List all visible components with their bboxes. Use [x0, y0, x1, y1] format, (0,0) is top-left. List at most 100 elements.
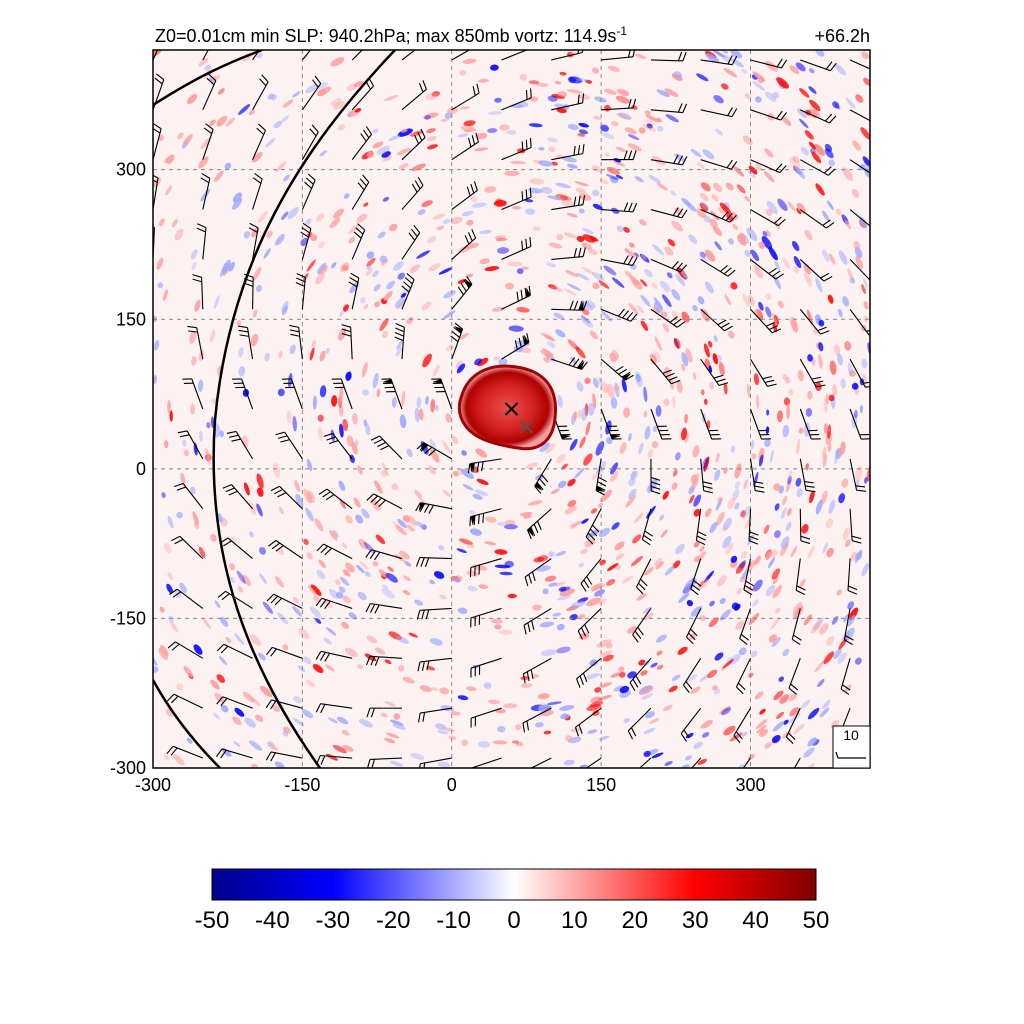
vorticity-patch — [397, 518, 407, 529]
wind-barb — [301, 50, 312, 61]
vorticity-patch — [617, 89, 630, 97]
vorticity-patch — [511, 740, 520, 744]
wind-barb — [252, 50, 260, 61]
colorbar-tick-label: 50 — [803, 907, 830, 934]
vorticity-patch — [305, 679, 316, 688]
vorticity-patch — [342, 595, 351, 604]
vorticity-patch — [793, 605, 804, 619]
wind-barb — [301, 75, 322, 111]
vorticity-patch — [697, 758, 707, 765]
vorticity-patch — [578, 129, 589, 135]
vorticity-patch — [716, 354, 722, 363]
vorticity-patch — [844, 627, 855, 642]
wind-barb — [551, 144, 585, 161]
vorticity-patch — [352, 413, 358, 425]
vorticity-patch — [402, 515, 410, 523]
vorticity-patch — [382, 196, 390, 202]
vorticity-patch — [338, 586, 346, 593]
colorbar-tick-label: -30 — [315, 907, 350, 934]
vorticity-patch — [675, 543, 685, 555]
vorticity-patch — [553, 312, 565, 320]
vorticity-patch — [399, 550, 410, 560]
vorticity-patch — [445, 413, 452, 423]
vorticity-patch — [701, 732, 710, 738]
vorticity-patch — [153, 374, 157, 385]
vorticity-patch — [493, 356, 501, 361]
vorticity-patch — [606, 578, 616, 586]
vorticity-patch — [342, 304, 350, 312]
wind-barb — [799, 259, 833, 282]
vorticity-patch — [755, 394, 760, 409]
vorticity-patch — [540, 649, 557, 656]
vorticity-patch — [546, 701, 562, 706]
vorticity-patch — [582, 228, 594, 234]
x-tick-label: 0 — [447, 775, 457, 795]
vorticity-patch — [457, 607, 468, 615]
vorticity-patch — [844, 341, 852, 351]
vorticity-patch — [400, 292, 407, 298]
vorticity-patch — [402, 676, 415, 684]
vorticity-patch — [430, 687, 439, 692]
vorticity-patch — [619, 442, 627, 455]
vorticity-patch — [355, 514, 364, 524]
vorticity-patch — [792, 601, 803, 615]
y-tick-label: 300 — [116, 160, 146, 180]
vorticity-patch — [154, 339, 160, 351]
vorticity-patch — [712, 353, 719, 365]
wind-barb — [467, 458, 502, 474]
vorticity-patch — [414, 599, 424, 606]
vorticity-patch — [793, 266, 799, 274]
wind-barb — [849, 408, 870, 440]
vorticity-patch — [690, 148, 702, 158]
wind-barb — [171, 535, 204, 559]
vorticity-patch — [587, 729, 598, 734]
vorticity-patch — [457, 133, 469, 138]
vorticity-patch — [416, 396, 422, 409]
vorticity-patch — [292, 605, 303, 617]
vorticity-patch — [560, 195, 572, 201]
vorticity-patch — [478, 78, 489, 83]
wind-barb — [650, 308, 686, 328]
vorticity-patch — [642, 123, 657, 132]
vorticity-patch — [339, 576, 350, 586]
vorticity-patch — [395, 525, 407, 536]
vorticity-patch — [158, 218, 165, 227]
vorticity-patch — [169, 620, 179, 633]
vorticity-patch — [606, 166, 620, 175]
vorticity-patch — [310, 234, 318, 242]
vorticity-patch — [770, 617, 780, 630]
reference-barb-box: 10 — [832, 725, 871, 769]
wind-barb — [153, 607, 154, 609]
vorticity-patch — [599, 735, 610, 741]
vorticity-patch — [590, 582, 603, 590]
wind-barb — [200, 172, 211, 210]
vorticity-patch — [728, 330, 735, 339]
vorticity-patch — [619, 671, 626, 678]
wind-barb — [650, 458, 661, 495]
vorticity-patch — [496, 521, 507, 527]
vorticity-patch — [838, 493, 846, 504]
vorticity-patch — [333, 208, 344, 219]
wind-barb — [331, 378, 353, 410]
vorticity-patch — [214, 692, 225, 703]
vorticity-patch — [567, 123, 579, 131]
vorticity-patch — [703, 398, 708, 405]
vorticity-patch — [807, 737, 817, 747]
vorticity-patch — [428, 465, 436, 475]
vorticity-patch — [862, 156, 870, 166]
vorticity-patch — [518, 101, 529, 108]
vorticity-patch — [387, 566, 394, 572]
wind-barb — [551, 50, 584, 61]
vorticity-patch — [755, 719, 768, 729]
vorticity-patch — [440, 118, 450, 123]
vorticity-patch — [788, 470, 792, 478]
wind-barb — [351, 223, 366, 260]
vorticity-patch — [774, 260, 781, 271]
wind-barb — [315, 703, 353, 714]
vorticity-patch — [538, 160, 553, 167]
vorticity-patch — [416, 250, 431, 259]
vorticity-patch — [577, 78, 591, 83]
vorticity-patch — [303, 538, 309, 545]
vorticity-patch — [361, 508, 370, 519]
vorticity-patch — [742, 293, 750, 308]
